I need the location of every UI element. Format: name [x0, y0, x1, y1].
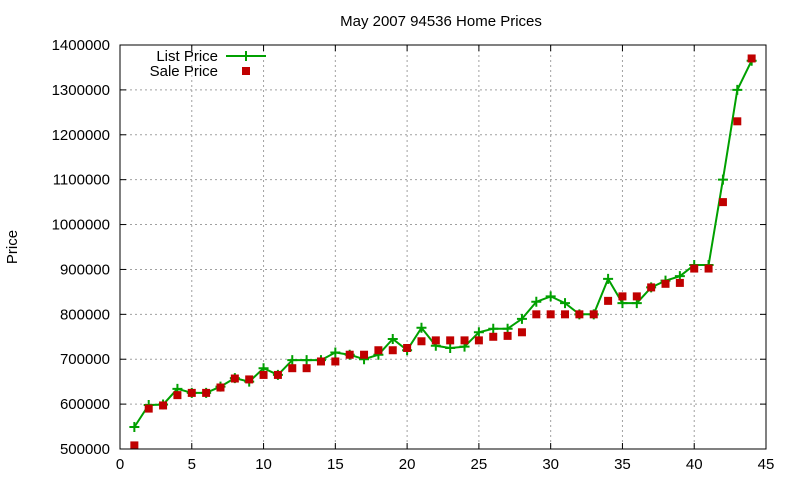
- x-tick-label: 40: [686, 456, 703, 473]
- list-price-point: [387, 334, 398, 345]
- sale-price-point: [704, 264, 713, 273]
- sale-price-point: [144, 404, 153, 413]
- x-tick-label: 20: [399, 456, 416, 473]
- sale-price-point: [675, 278, 684, 287]
- sale-price-point: [546, 310, 555, 319]
- y-tick-label: 500000: [60, 441, 110, 458]
- list-price-point: [287, 355, 298, 366]
- series-layer: [129, 54, 757, 450]
- sale-price-point: [561, 310, 570, 319]
- legend-label: List Price: [156, 48, 218, 65]
- list-price-point: [488, 323, 499, 334]
- sale-price-point: [604, 296, 613, 305]
- list-price-line: [133, 60, 753, 428]
- y-tick-label: 1000000: [52, 217, 110, 234]
- y-tick-label: 600000: [60, 396, 110, 413]
- x-tick-label: 10: [255, 456, 272, 473]
- sale-price-point: [173, 391, 182, 400]
- sale-price-point: [474, 336, 483, 345]
- tick-labels: 0 5 10 15 20 25 30 35 40 45 500000 600000 700000 8000…: [52, 37, 775, 473]
- series-sale-price: [130, 54, 756, 450]
- sale-price-point: [374, 346, 383, 355]
- sale-price-point: [130, 441, 139, 450]
- sale-price-point: [589, 310, 598, 319]
- sale-price-point: [331, 357, 340, 366]
- x-tick-label: 5: [188, 456, 196, 473]
- y-tick-label: 1100000: [53, 172, 110, 189]
- list-price-point: [717, 174, 728, 185]
- grid: [120, 45, 766, 449]
- list-price-point: [416, 322, 427, 333]
- legend-marker: [242, 67, 250, 75]
- sale-price-point: [259, 370, 268, 379]
- list-price-point: [473, 327, 484, 338]
- sale-price-point: [230, 374, 239, 383]
- y-tick-label: 900000: [60, 261, 110, 278]
- sale-price-point: [647, 283, 656, 292]
- sale-price-point: [245, 375, 254, 384]
- sale-price-point: [316, 357, 325, 366]
- sale-price-point: [302, 364, 311, 373]
- y-tick-label: 800000: [60, 306, 110, 323]
- list-price-point: [732, 84, 743, 95]
- series-list-price: [129, 55, 757, 433]
- sale-price-point: [632, 292, 641, 301]
- sale-price-point: [388, 346, 397, 355]
- list-price-point: [603, 273, 614, 284]
- list-price-point: [560, 298, 571, 309]
- legend-label: Sale Price: [150, 63, 218, 80]
- sale-price-point: [403, 344, 412, 352]
- list-price-point: [531, 296, 542, 307]
- sale-price-point: [618, 292, 627, 301]
- sale-price-point: [718, 198, 727, 207]
- sale-price-point: [431, 336, 440, 345]
- sale-price-point: [661, 279, 670, 288]
- x-tick-label: 45: [758, 456, 775, 473]
- y-tick-label: 1200000: [52, 127, 110, 144]
- y-tick-label: 1400000: [52, 37, 110, 54]
- sale-price-point: [575, 310, 584, 319]
- y-tick-label: 700000: [60, 351, 110, 368]
- sale-price-point: [417, 337, 426, 346]
- sale-price-point: [489, 332, 498, 341]
- list-price-point: [445, 343, 456, 353]
- list-price-point: [330, 347, 341, 358]
- sale-price-point: [747, 54, 756, 63]
- list-price-point: [545, 291, 556, 302]
- sale-price-point: [517, 328, 526, 337]
- plot-frame: [119, 44, 767, 450]
- x-tick-label: 35: [614, 456, 631, 473]
- x-tick-label: 15: [327, 456, 344, 473]
- sale-price-point: [690, 264, 699, 273]
- list-price-point: [129, 422, 140, 433]
- y-tick-label: 1300000: [52, 82, 110, 99]
- sale-price-point: [216, 383, 225, 392]
- sale-price-point: [202, 388, 211, 397]
- x-tick-label: 30: [542, 456, 559, 473]
- x-tick-label: 0: [116, 456, 124, 473]
- sale-price-point: [532, 310, 541, 319]
- y-axis-label: Price: [4, 230, 21, 264]
- sale-price-point: [273, 370, 282, 379]
- list-price-point: [301, 355, 312, 366]
- sale-price-point: [187, 388, 196, 397]
- sale-price-point: [503, 331, 512, 340]
- sale-price-point: [733, 117, 742, 126]
- legend-marker: [241, 51, 251, 61]
- sale-price-point: [360, 350, 369, 359]
- sale-price-point: [345, 350, 354, 359]
- chart-title: May 2007 94536 Home Prices: [340, 13, 542, 30]
- sale-price-point: [159, 401, 168, 410]
- list-price-point: [516, 313, 527, 324]
- x-tick-label: 25: [471, 456, 488, 473]
- sale-price-point: [288, 364, 297, 373]
- sale-price-point: [446, 336, 455, 345]
- sale-price-point: [460, 336, 469, 345]
